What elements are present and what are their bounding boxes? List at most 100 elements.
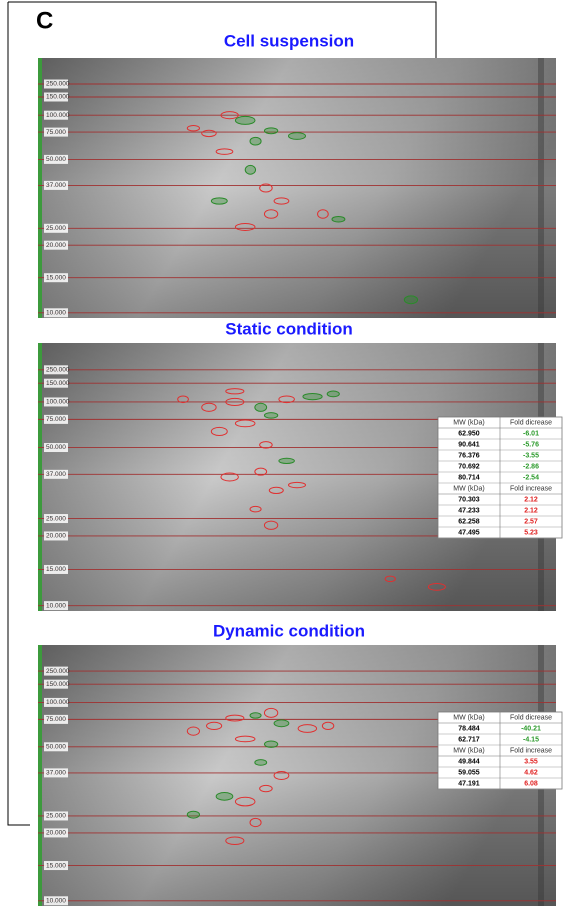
- mw-label: 37.000: [46, 471, 66, 478]
- protein-spot: [331, 215, 346, 223]
- protein-spot: [278, 457, 295, 465]
- table-fold: 2.12: [524, 496, 538, 503]
- table-mw: 90.641: [458, 441, 480, 448]
- mw-label-box: [44, 223, 68, 233]
- mw-label-box: [44, 180, 68, 190]
- mw-label: 75.000: [46, 416, 66, 423]
- protein-spot: [259, 441, 273, 449]
- mw-label-box: [44, 110, 68, 120]
- protein-spot: [268, 486, 284, 495]
- mw-label: 50.000: [46, 744, 66, 751]
- protein-spot: [263, 520, 279, 530]
- protein-spot: [259, 784, 273, 793]
- mw-label: 25.000: [46, 225, 66, 232]
- mw-label-box: [44, 861, 68, 871]
- mw-label: 150.000: [46, 380, 70, 387]
- mw-label: 250.000: [46, 668, 70, 675]
- protein-spot: [263, 209, 279, 219]
- protein-spot: [210, 197, 228, 205]
- table-header: Fold increase: [510, 485, 552, 492]
- protein-spot: [210, 426, 228, 437]
- mw-label-box: [44, 564, 68, 574]
- mw-label: 15.000: [46, 274, 66, 281]
- mw-label: 150.000: [46, 681, 70, 688]
- mw-label: 15.000: [46, 862, 66, 869]
- protein-spot: [297, 724, 318, 733]
- table-mw: 62.950: [458, 430, 480, 437]
- protein-spot: [254, 759, 268, 766]
- protein-spot: [206, 721, 223, 731]
- table-fold: -5.76: [523, 441, 539, 448]
- protein-spot: [186, 124, 200, 132]
- protein-spot: [321, 721, 335, 731]
- mw-label: 100.000: [46, 699, 70, 706]
- mw-label-box: [44, 378, 68, 388]
- table-mw: 80.714: [458, 474, 480, 481]
- marker-lane: [538, 58, 544, 318]
- mw-label-box: [44, 154, 68, 164]
- protein-spot: [427, 582, 446, 591]
- mw-label-box: [44, 742, 68, 752]
- protein-spot: [215, 148, 234, 155]
- protein-spot: [273, 719, 290, 728]
- mw-label-box: [44, 273, 68, 283]
- protein-spot: [288, 132, 306, 140]
- protein-spot: [186, 810, 200, 819]
- protein-spot: [249, 136, 262, 146]
- protein-spot: [273, 771, 290, 780]
- mw-label: 20.000: [46, 830, 66, 837]
- mw-label-box: [44, 365, 68, 375]
- table-mw: 70.692: [458, 463, 480, 470]
- mw-label: 10.000: [46, 897, 66, 904]
- table-header: MW (kDa): [453, 747, 485, 754]
- protein-spot: [384, 575, 396, 583]
- mw-label: 10.000: [46, 602, 66, 609]
- mw-label: 100.000: [46, 112, 70, 119]
- table-mw: 62.258: [458, 518, 480, 525]
- mw-label-box: [44, 601, 68, 611]
- mw-label-box: [44, 414, 68, 424]
- ladder-lane: [38, 645, 42, 906]
- table-fold: 5.23: [524, 529, 538, 536]
- protein-spot: [263, 412, 279, 419]
- protein-spot: [278, 395, 295, 404]
- mw-label-box: [44, 397, 68, 407]
- protein-spot: [234, 796, 256, 807]
- table-fold: 2.57: [524, 518, 538, 525]
- mw-label-box: [44, 469, 68, 479]
- table-mw: 47.495: [458, 529, 480, 536]
- mw-label: 10.000: [46, 310, 66, 317]
- protein-spot: [186, 726, 200, 736]
- table-mw: 70.303: [458, 496, 480, 503]
- protein-spot: [220, 111, 239, 120]
- panel-title: Static condition: [225, 319, 353, 338]
- table-fold: 3.55: [524, 758, 538, 765]
- protein-spot: [263, 707, 279, 718]
- protein-spot: [273, 197, 290, 205]
- table-fold: 6.08: [524, 780, 538, 787]
- table-fold: -40.21: [521, 725, 541, 732]
- table-header: Fold increase: [510, 747, 552, 754]
- protein-spot: [288, 481, 306, 489]
- protein-spot: [249, 817, 262, 828]
- protein-spot: [225, 714, 245, 722]
- mw-label-box: [44, 679, 68, 689]
- mw-label-box: [44, 92, 68, 102]
- mw-label-box: [44, 768, 68, 778]
- table-fold: -4.15: [523, 736, 539, 743]
- table-header: Fold dicrease: [510, 714, 552, 721]
- table-mw: 47.233: [458, 507, 480, 514]
- protein-spot: [234, 735, 256, 743]
- mw-label-box: [44, 531, 68, 541]
- mw-label: 15.000: [46, 566, 66, 573]
- mw-label: 25.000: [46, 813, 66, 820]
- mw-label: 100.000: [46, 399, 70, 406]
- mw-label-box: [44, 896, 68, 906]
- table-mw: 78.484: [458, 725, 480, 732]
- table-fold: -3.55: [523, 452, 539, 459]
- mw-label: 150.000: [46, 94, 70, 101]
- protein-spot: [201, 402, 217, 412]
- protein-spot: [225, 397, 245, 407]
- ladder-lane: [38, 58, 42, 318]
